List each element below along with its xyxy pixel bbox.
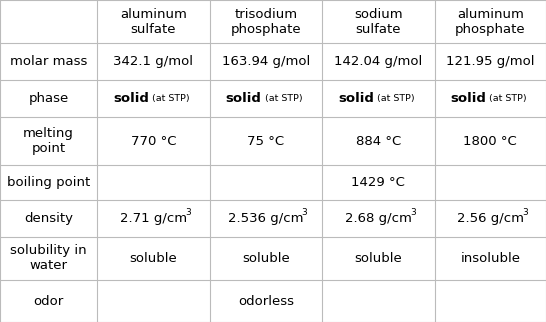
Text: 1800 °C: 1800 °C [464, 135, 517, 148]
Text: (at STP): (at STP) [374, 94, 414, 103]
Text: 2.68 g/cm: 2.68 g/cm [345, 212, 412, 225]
Text: solid: solid [450, 92, 486, 105]
Text: phase: phase [28, 92, 69, 105]
Text: density: density [24, 212, 73, 225]
Text: 1429 °C: 1429 °C [352, 176, 405, 189]
Text: 3: 3 [185, 208, 191, 217]
Text: 3: 3 [522, 208, 528, 217]
Text: 2.71 g/cm: 2.71 g/cm [120, 212, 187, 225]
Text: 342.1 g/mol: 342.1 g/mol [114, 55, 193, 68]
Text: 3: 3 [411, 208, 416, 217]
Text: 2.536 g/cm: 2.536 g/cm [228, 212, 304, 225]
Text: (at STP): (at STP) [486, 94, 526, 103]
Text: aluminum
phosphate: aluminum phosphate [455, 8, 526, 36]
Text: solid: solid [338, 92, 374, 105]
Text: melting
point: melting point [23, 127, 74, 155]
Text: 2.56 g/cm: 2.56 g/cm [457, 212, 524, 225]
Text: aluminum
sulfate: aluminum sulfate [120, 8, 187, 36]
Text: soluble: soluble [129, 252, 177, 265]
Text: 142.04 g/mol: 142.04 g/mol [334, 55, 423, 68]
Text: insoluble: insoluble [460, 252, 520, 265]
Text: odorless: odorless [238, 295, 294, 308]
Text: soluble: soluble [354, 252, 402, 265]
Text: 770 °C: 770 °C [130, 135, 176, 148]
Text: solid: solid [113, 92, 149, 105]
Text: solid: solid [225, 92, 262, 105]
Text: 121.95 g/mol: 121.95 g/mol [446, 55, 535, 68]
Text: 163.94 g/mol: 163.94 g/mol [222, 55, 310, 68]
Text: 3: 3 [301, 208, 307, 217]
Text: (at STP): (at STP) [149, 94, 189, 103]
Text: solubility in
water: solubility in water [10, 244, 87, 272]
Text: molar mass: molar mass [10, 55, 87, 68]
Text: trisodium
phosphate: trisodium phosphate [230, 8, 301, 36]
Text: (at STP): (at STP) [262, 94, 302, 103]
Text: 884 °C: 884 °C [356, 135, 401, 148]
Text: boiling point: boiling point [7, 176, 90, 189]
Text: odor: odor [33, 295, 64, 308]
Text: 75 °C: 75 °C [247, 135, 284, 148]
Text: sodium
sulfate: sodium sulfate [354, 8, 403, 36]
Text: soluble: soluble [242, 252, 290, 265]
